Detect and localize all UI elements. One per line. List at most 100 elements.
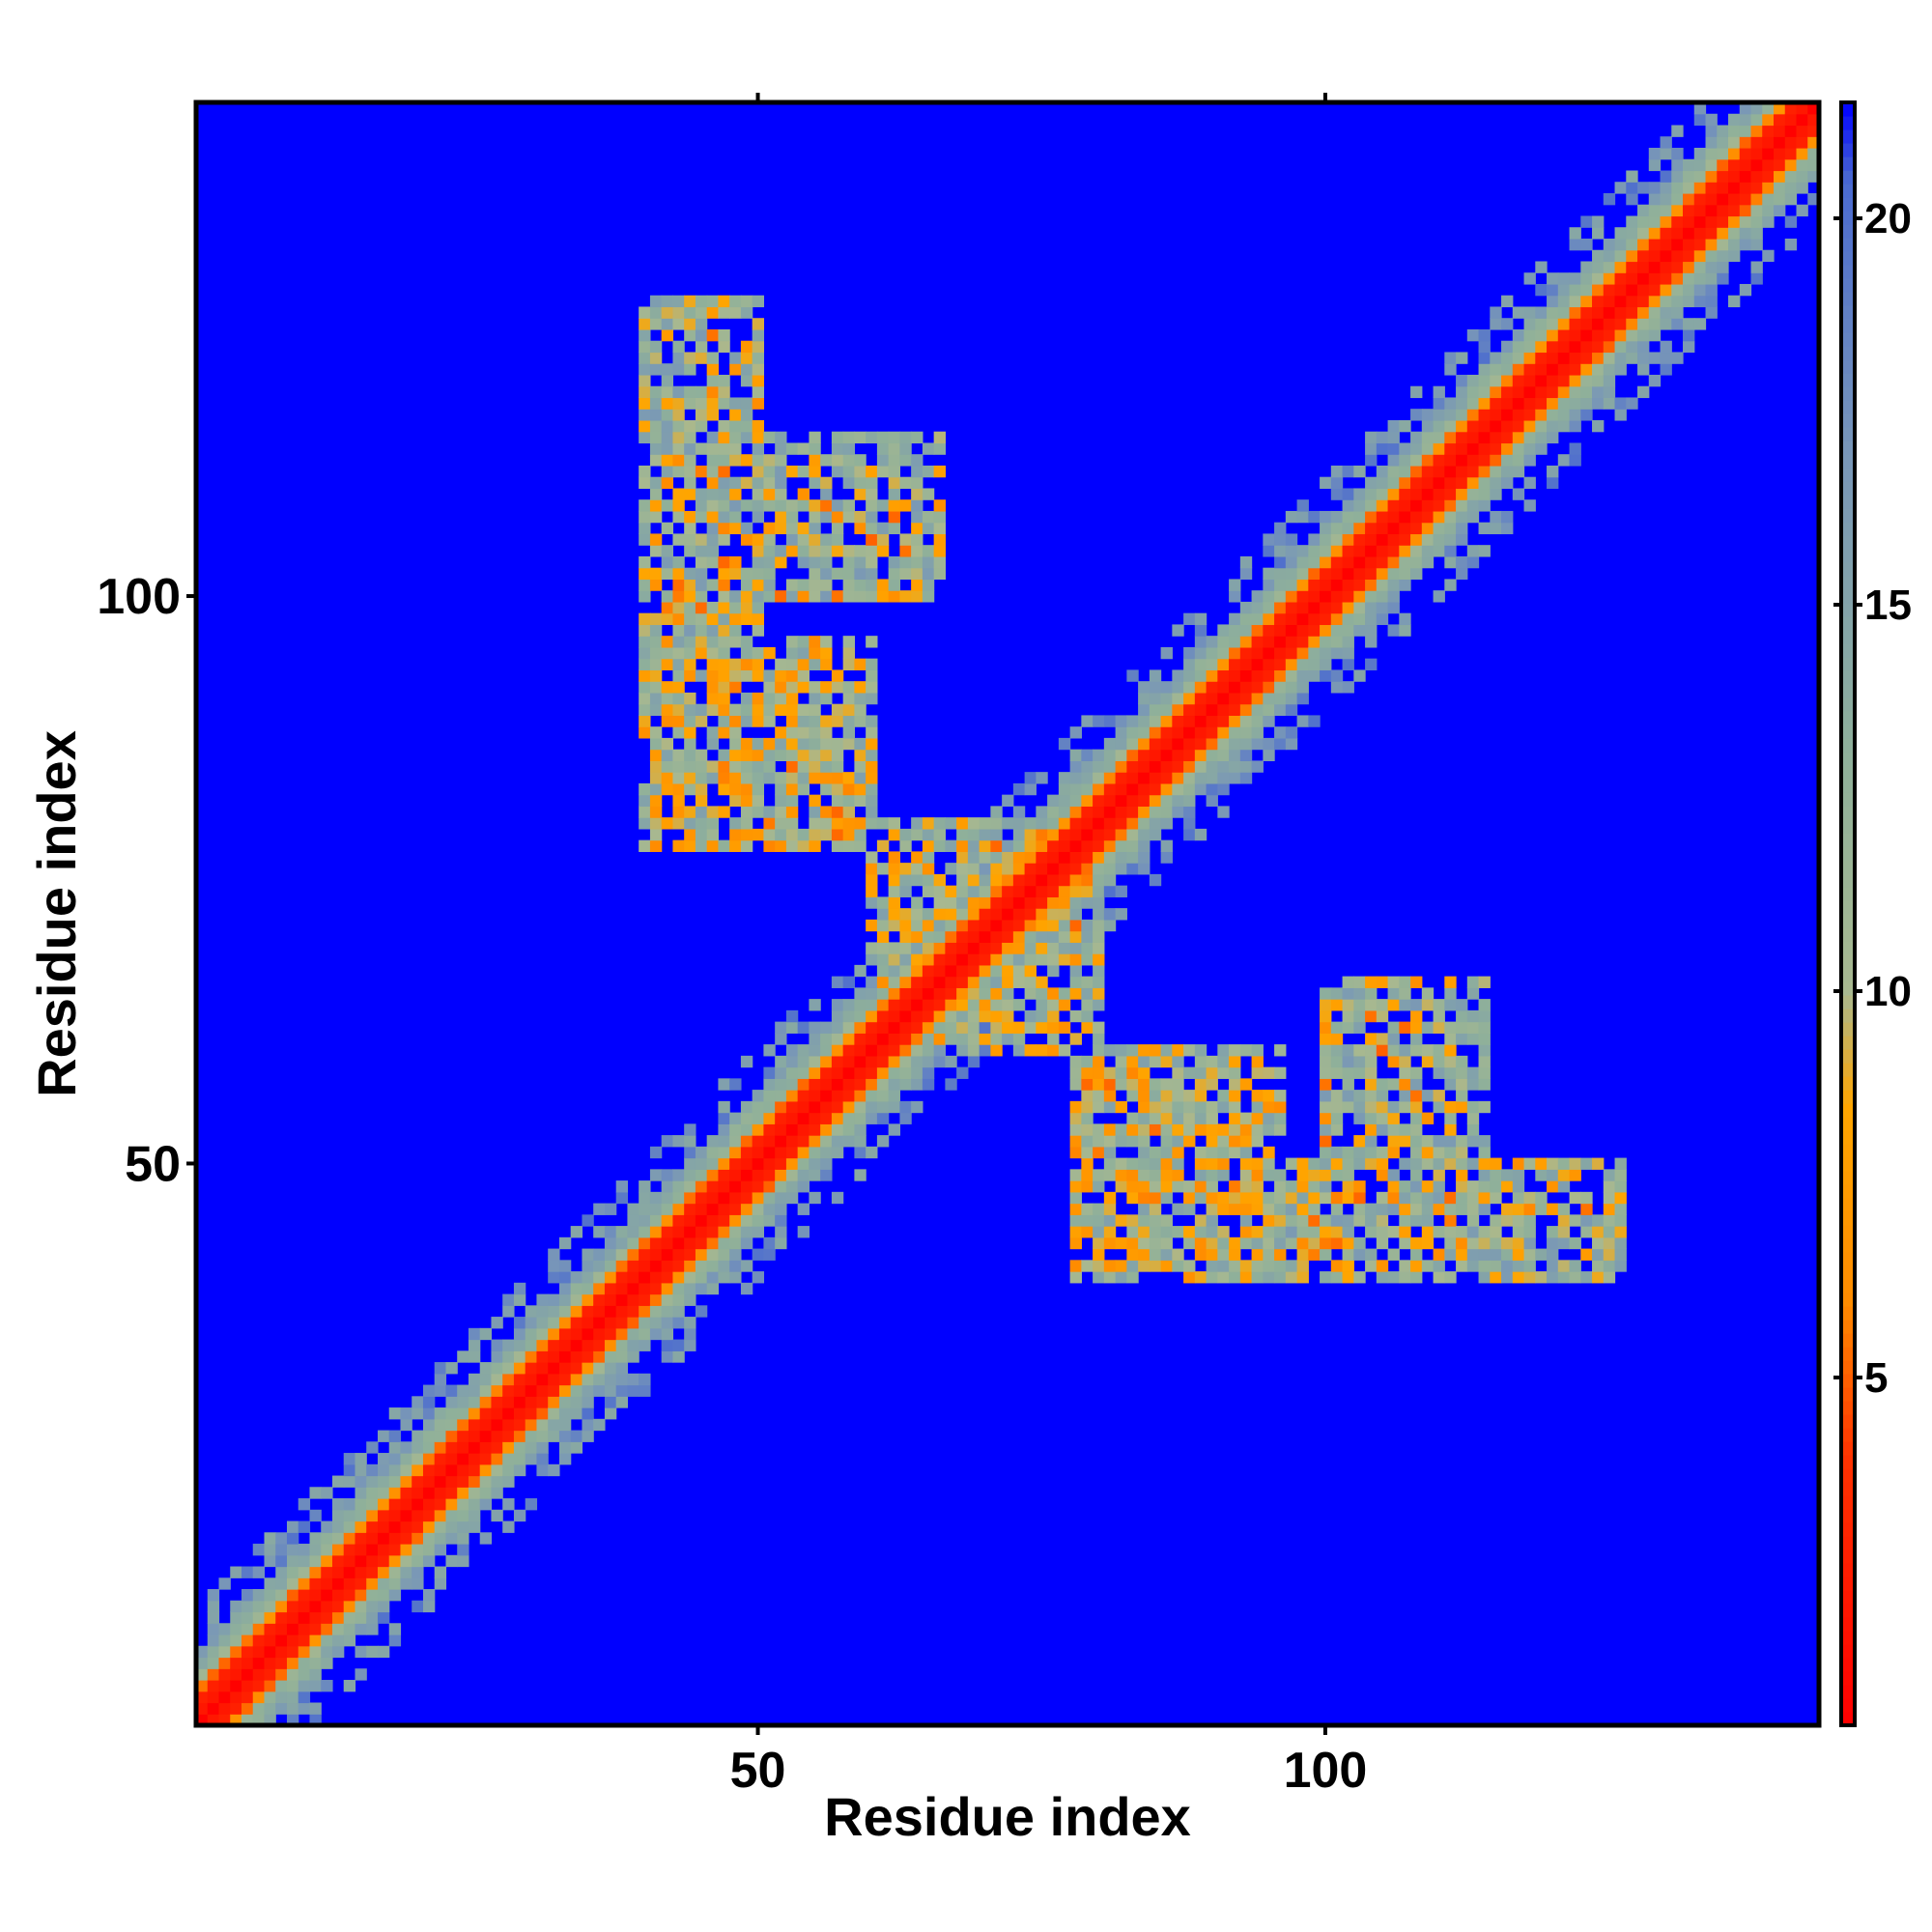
heatmap-cell (729, 419, 742, 433)
colorbar-segment (1841, 495, 1855, 509)
heatmap-cell (445, 1475, 458, 1488)
heatmap-cell (1183, 1236, 1196, 1250)
heatmap-cell (1603, 1203, 1616, 1215)
heatmap-cell (1717, 170, 1729, 183)
heatmap-cell (558, 1350, 572, 1363)
heatmap-cell (695, 839, 708, 852)
heatmap-cell (1194, 1226, 1208, 1238)
heatmap-cell (1296, 579, 1309, 591)
heatmap-cell (1433, 1226, 1445, 1238)
heatmap-cell (309, 1645, 322, 1659)
heatmap-cell (604, 1305, 617, 1318)
heatmap-cell (1320, 1123, 1332, 1136)
heatmap-cell (1705, 192, 1718, 206)
heatmap-cell (1058, 737, 1071, 751)
heatmap-cell (1126, 772, 1139, 784)
heatmap-cell (729, 839, 742, 852)
heatmap-cell (729, 306, 742, 319)
heatmap-cell (558, 1260, 572, 1272)
heatmap-cell (945, 1021, 957, 1034)
heatmap-cell (842, 692, 855, 705)
heatmap-cell (763, 1123, 776, 1136)
heatmap-cell (1693, 192, 1707, 206)
heatmap-cell (661, 782, 674, 796)
heatmap-cell (1251, 636, 1264, 648)
heatmap-cell (218, 1657, 231, 1669)
colorbar-segment (1841, 170, 1855, 185)
heatmap-cell (1399, 1100, 1411, 1114)
heatmap-cell (582, 1271, 594, 1284)
heatmap-cell (1263, 579, 1275, 591)
heatmap-cell (684, 419, 696, 433)
heatmap-cell (1456, 1260, 1468, 1272)
heatmap-cell (775, 1146, 787, 1159)
heatmap-cell (1320, 1033, 1332, 1045)
heatmap-cell (1376, 1033, 1389, 1045)
heatmap-cell (422, 1589, 436, 1602)
heatmap-cell (1421, 499, 1435, 512)
heatmap-cell (1115, 760, 1127, 773)
heatmap-cell (979, 964, 991, 978)
heatmap-cell (1285, 555, 1298, 569)
heatmap-cell (1410, 1100, 1423, 1114)
heatmap-cell (1285, 646, 1298, 660)
heatmap-cell (933, 942, 946, 954)
heatmap-cell (672, 385, 685, 399)
heatmap-cell (627, 1293, 639, 1306)
heatmap-cell (718, 1191, 730, 1205)
heatmap-cell (899, 1055, 912, 1068)
heatmap-cell (866, 567, 878, 581)
heatmap-cell (1002, 908, 1014, 921)
heatmap-cell (1012, 919, 1026, 932)
heatmap-cell (639, 646, 651, 660)
heatmap-cell (876, 499, 890, 512)
heatmap-cell (593, 1327, 606, 1341)
heatmap-cell (718, 454, 730, 467)
heatmap-cell (1512, 352, 1525, 364)
heatmap-cell (309, 1623, 322, 1635)
heatmap-cell (1002, 1021, 1014, 1034)
heatmap-cell (1217, 1044, 1230, 1057)
heatmap-cell (1399, 1066, 1411, 1079)
heatmap-cell (639, 397, 651, 410)
heatmap-cell (797, 465, 810, 478)
heatmap-cell (1330, 612, 1344, 626)
heatmap-cell (752, 340, 765, 354)
heatmap-cell (752, 669, 765, 682)
heatmap-cell (1456, 397, 1468, 410)
heatmap-cell (1274, 1066, 1287, 1079)
heatmap-cell (854, 590, 867, 603)
heatmap-cell (684, 476, 696, 490)
heatmap-cell (945, 919, 957, 932)
heatmap-cell (876, 964, 890, 978)
heatmap-cell (649, 658, 663, 671)
heatmap-cell (1569, 328, 1581, 342)
heatmap-cell (649, 828, 663, 841)
heatmap-cell (899, 567, 912, 581)
heatmap-cell (695, 1305, 708, 1318)
heatmap-cell (729, 567, 742, 581)
heatmap-cell (775, 454, 787, 467)
heatmap-cell (343, 1520, 356, 1533)
heatmap-cell (1490, 1271, 1502, 1284)
heatmap-cell (1399, 999, 1411, 1011)
heatmap-cell (366, 1566, 379, 1578)
heatmap-cell (842, 1021, 855, 1034)
heatmap-cell (1490, 1180, 1502, 1193)
heatmap-cell (911, 908, 923, 921)
heatmap-cell (979, 839, 991, 852)
heatmap-cell (842, 545, 855, 557)
heatmap-cell (1512, 306, 1525, 319)
heatmap-cell (1172, 749, 1184, 761)
heatmap-cell (684, 806, 696, 818)
heatmap-cell (1466, 1066, 1480, 1079)
heatmap-cell (1387, 590, 1400, 603)
heatmap-cell (615, 1373, 629, 1386)
heatmap-cell (718, 295, 730, 308)
heatmap-cell (639, 510, 651, 524)
heatmap-cell (1239, 703, 1253, 717)
heatmap-cell (820, 1021, 833, 1034)
heatmap-cell (933, 522, 946, 535)
heatmap-cell (1036, 851, 1048, 864)
heatmap-cell (1512, 1271, 1525, 1284)
